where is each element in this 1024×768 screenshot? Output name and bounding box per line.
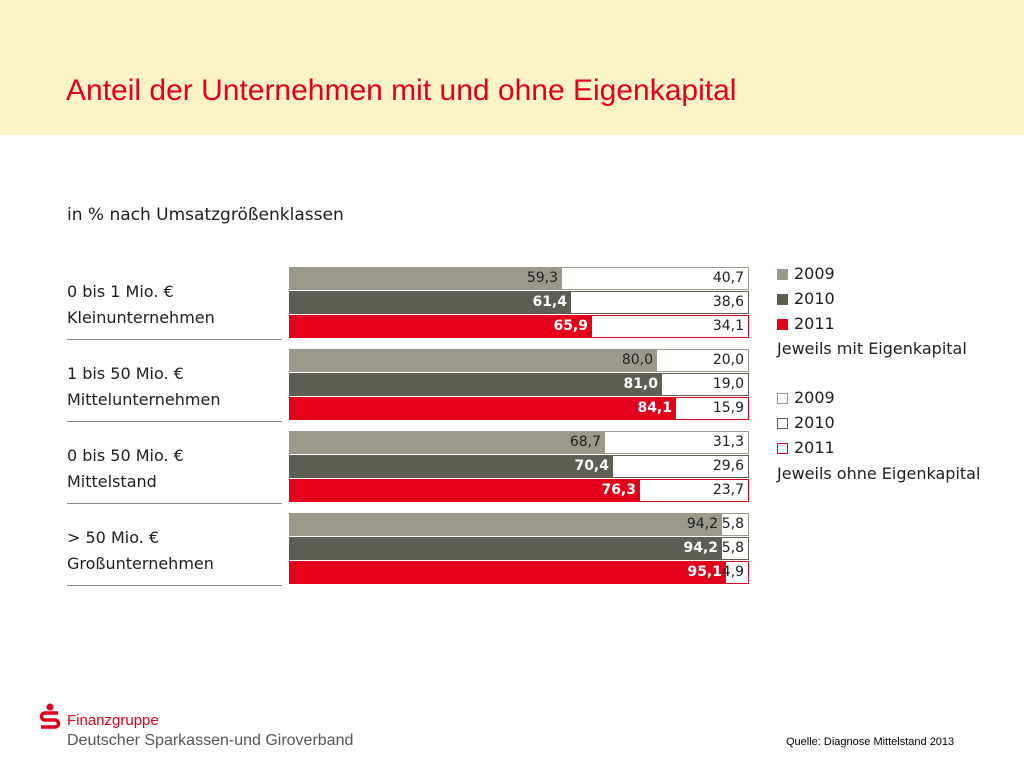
legend-item-without-2009: 2009: [777, 386, 835, 410]
group-label: 0 bis 1 Mio. € Kleinunternehmen: [67, 279, 282, 340]
value-label-without: 34,1: [712, 318, 744, 334]
value-label-with: 94,2: [686, 516, 718, 532]
chart-subtitle: in % nach Umsatzgrößenklassen: [67, 205, 344, 225]
bar-without-equity: [613, 455, 749, 478]
value-label-with: 76,3: [601, 482, 636, 498]
bar-row-2011: 95,1 4,9: [289, 561, 749, 584]
bar-row-2011: 76,3 23,7: [289, 479, 749, 502]
value-label-without: 23,7: [712, 482, 744, 498]
bar-with-equity: [289, 397, 676, 420]
value-label-without: 4,9: [721, 564, 744, 580]
bar-with-equity: [289, 537, 722, 560]
bar-with-equity: [289, 267, 562, 290]
bar-without-equity: [657, 349, 749, 372]
bar-row-2011: 84,1 15,9: [289, 397, 749, 420]
legend-caption-without: Jeweils ohne Eigenkapital: [777, 464, 981, 483]
source-note: Quelle: Diagnose Mittelstand 2013: [786, 736, 955, 748]
value-label-with: 68,7: [569, 434, 601, 450]
legend-item-with-2011: 2011: [777, 312, 835, 336]
bar-with-equity: [289, 513, 722, 536]
bar-row-2009: 59,3 40,7: [289, 267, 749, 290]
value-label-with: 61,4: [532, 294, 567, 310]
legend-caption-with: Jeweils mit Eigenkapital: [777, 339, 967, 358]
value-label-with: 59,3: [526, 270, 558, 286]
legend-label: 2010: [794, 413, 835, 432]
bar-with-equity: [289, 479, 640, 502]
bar-without-equity: [592, 315, 749, 338]
group-label-line: Mittelstand: [67, 472, 157, 491]
value-label-without: 5,8: [721, 540, 744, 556]
group-label: 0 bis 50 Mio. € Mittelstand: [67, 443, 282, 504]
legend-item-without-2010: 2010: [777, 411, 835, 435]
legend-swatch-with-2009: [777, 269, 788, 280]
group-label-line: 0 bis 1 Mio. €: [67, 282, 174, 301]
bar-row-2010: 81,0 19,0: [289, 373, 749, 396]
bar-with-equity: [289, 455, 613, 478]
value-label-without: 31,3: [712, 434, 744, 450]
bar-without-equity: [676, 397, 749, 420]
bar-without-equity: [571, 291, 749, 314]
header-band: [0, 0, 1024, 135]
legend-label: 2011: [794, 314, 835, 333]
legend-label: 2009: [794, 264, 835, 283]
legend-label: 2011: [794, 438, 835, 457]
value-label-without: 40,7: [712, 270, 744, 286]
group-label-line: Großunternehmen: [67, 554, 214, 573]
bar-without-equity: [605, 431, 749, 454]
bar-without-equity: [562, 267, 749, 290]
group-label-line: 1 bis 50 Mio. €: [67, 364, 184, 383]
bar-without-equity: [640, 479, 749, 502]
value-label-with: 65,9: [553, 318, 588, 334]
legend-swatch-without-2010: [777, 418, 788, 429]
group-label-line: Kleinunternehmen: [67, 308, 215, 327]
legend-item-with-2010: 2010: [777, 287, 835, 311]
value-label-with: 94,2: [683, 540, 718, 556]
legend-swatch-with-2011: [777, 319, 788, 330]
bar-without-equity: [662, 373, 749, 396]
value-label-with: 80,0: [621, 352, 653, 368]
value-label-with: 95,1: [687, 564, 722, 580]
legend-swatch-without-2009: [777, 393, 788, 404]
value-label-without: 5,8: [721, 516, 744, 532]
value-label-without: 38,6: [712, 294, 744, 310]
group-label-line: 0 bis 50 Mio. €: [67, 446, 184, 465]
bar-with-equity: [289, 431, 605, 454]
legend-label: 2009: [794, 388, 835, 407]
bar-without-equity: [722, 537, 749, 560]
bar-without-equity: [726, 561, 749, 584]
bar-row-2009: 94,2 5,8: [289, 513, 749, 536]
bar-row-2011: 65,9 34,1: [289, 315, 749, 338]
bar-with-equity: [289, 291, 571, 314]
value-label-without: 15,9: [712, 400, 744, 416]
bar-row-2009: 68,7 31,3: [289, 431, 749, 454]
sparkasse-logo-icon: [39, 703, 61, 729]
bar-row-2010: 61,4 38,6: [289, 291, 749, 314]
bar-with-equity: [289, 349, 657, 372]
group-label: 1 bis 50 Mio. € Mittelunternehmen: [67, 361, 282, 422]
legend-label: 2010: [794, 289, 835, 308]
legend-item-with-2009: 2009: [777, 262, 835, 286]
value-label-without: 19,0: [712, 376, 744, 392]
bar-with-equity: [289, 561, 726, 584]
bar-row-2010: 94,2 5,8: [289, 537, 749, 560]
value-label-without: 29,6: [712, 458, 744, 474]
group-label-line: > 50 Mio. €: [67, 528, 160, 547]
legend-swatch-without-2011: [777, 443, 788, 454]
page-title: Anteil der Unternehmen mit und ohne Eige…: [66, 74, 737, 107]
bar-with-equity: [289, 373, 662, 396]
bar-row-2009: 80,0 20,0: [289, 349, 749, 372]
legend-item-without-2011: 2011: [777, 436, 835, 460]
bar-without-equity: [722, 513, 749, 536]
group-label-line: Mittelunternehmen: [67, 390, 221, 409]
value-label-with: 70,4: [574, 458, 609, 474]
value-label-with: 84,1: [637, 400, 672, 416]
bar-with-equity: [289, 315, 592, 338]
group-label: > 50 Mio. € Großunternehmen: [67, 525, 282, 586]
legend-swatch-with-2010: [777, 294, 788, 305]
footer-brand-line1: Finanzgruppe: [67, 712, 159, 729]
value-label-without: 20,0: [712, 352, 744, 368]
bar-row-2010: 70,4 29,6: [289, 455, 749, 478]
value-label-with: 81,0: [623, 376, 658, 392]
footer-brand-line2: Deutscher Sparkassen-und Giroverband: [67, 732, 354, 749]
